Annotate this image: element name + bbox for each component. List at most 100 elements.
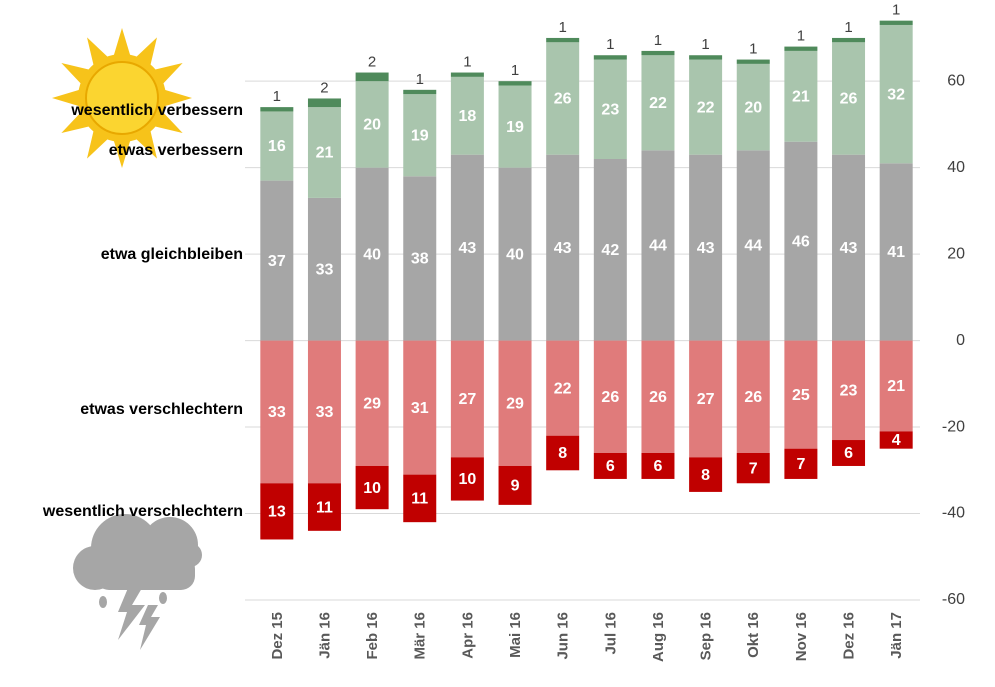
data-label: 22 (649, 95, 667, 112)
data-label: 1 (606, 36, 614, 53)
bar-segment (546, 154, 580, 341)
y-tick-label: 20 (947, 245, 965, 262)
bar-segment (450, 76, 484, 155)
data-label: 21 (792, 89, 810, 106)
bar-segment (307, 197, 341, 341)
x-tick-label: Jul 16 (602, 612, 619, 655)
data-label: 8 (701, 467, 710, 484)
data-label: 10 (458, 471, 476, 488)
bar-segment (307, 483, 341, 531)
bar-segment (784, 46, 818, 51)
bar-segment (307, 107, 341, 198)
data-label: 41 (887, 244, 905, 261)
data-label: 40 (363, 246, 381, 263)
data-label: 1 (654, 32, 662, 49)
legend-label: etwa gleichbleiben (101, 246, 243, 263)
bar-segment (260, 107, 294, 112)
bar-segment (736, 59, 770, 64)
bar-segment (641, 150, 675, 341)
bar-segment (784, 448, 818, 479)
data-label: 23 (601, 101, 619, 118)
y-tick-label: -60 (942, 591, 965, 608)
data-label: 27 (458, 391, 476, 408)
data-label: 1 (511, 62, 519, 79)
data-label: 7 (749, 460, 758, 477)
bar-segment (784, 141, 818, 341)
data-label: 6 (844, 445, 853, 462)
bar-segment (879, 431, 913, 449)
data-label: 1 (844, 19, 852, 36)
bar-segment (403, 89, 437, 95)
data-label: 26 (744, 389, 762, 406)
data-label: 6 (654, 458, 663, 475)
data-label: 43 (458, 240, 476, 257)
data-label: 31 (411, 400, 429, 417)
data-label: 1 (273, 88, 281, 105)
bar-segment (498, 340, 532, 466)
bar-segment (689, 457, 723, 492)
bar-segment (832, 42, 866, 155)
data-label: 27 (697, 391, 715, 408)
bar-segment (832, 154, 866, 341)
data-label: 33 (316, 404, 334, 421)
bar-segment (260, 111, 294, 181)
bar-segment (593, 55, 627, 60)
data-label: 16 (268, 138, 286, 155)
data-label: 1 (892, 2, 900, 19)
bar-segment (307, 98, 341, 108)
data-label: 44 (649, 238, 667, 255)
bar-segment (498, 465, 532, 505)
bar-segment (355, 167, 389, 341)
bar-segment (260, 180, 294, 341)
data-label: 37 (268, 253, 286, 270)
bar-segment (450, 154, 484, 341)
bar-segment (355, 465, 389, 510)
x-tick-label: Mär 16 (412, 612, 429, 660)
bar-segment (593, 340, 627, 453)
data-label: 32 (887, 86, 905, 103)
x-tick-label: Aug 16 (650, 612, 667, 662)
data-label: 33 (268, 404, 286, 421)
x-tick-label: Dez 16 (841, 612, 858, 660)
x-tick-label: Jun 16 (555, 612, 572, 660)
data-label: 29 (506, 395, 524, 412)
bar-segment (593, 59, 627, 159)
bar-segment (879, 20, 913, 25)
sun-icon (52, 28, 192, 168)
bar-segment (736, 340, 770, 453)
data-label: 2 (320, 79, 328, 96)
data-label: 25 (792, 387, 810, 404)
x-tick-label: Sep 16 (698, 612, 715, 660)
bar-segment (736, 150, 770, 341)
data-label: 21 (316, 145, 334, 162)
bar-segment (260, 340, 294, 484)
bar-segment (641, 340, 675, 453)
y-tick-label: 0 (956, 332, 965, 349)
bar-segment (450, 457, 484, 501)
x-tick-label: Jän 17 (888, 612, 905, 659)
data-label: 20 (363, 117, 381, 134)
y-tick-label: 40 (947, 159, 965, 176)
bar-segment (689, 59, 723, 155)
bar-segment (355, 72, 389, 82)
bar-segment (403, 176, 437, 341)
bar-segment (546, 42, 580, 155)
data-label: 8 (558, 445, 567, 462)
bar-segment (689, 340, 723, 458)
x-tick-label: Nov 16 (793, 612, 810, 661)
x-tick-label: Jän 16 (316, 612, 333, 659)
bar-segment (593, 453, 627, 479)
data-label: 20 (744, 99, 762, 116)
data-label: 19 (411, 127, 429, 144)
legend-label: wesentlich verschlechtern (42, 503, 243, 520)
data-label: 26 (649, 389, 667, 406)
bar-segment (641, 453, 675, 479)
y-tick-label: -40 (942, 505, 965, 522)
data-label: 18 (458, 108, 476, 125)
legend-label: etwas verschlechtern (80, 401, 243, 418)
data-label: 23 (840, 383, 858, 400)
data-label: 19 (506, 119, 524, 136)
data-label: 38 (411, 251, 429, 268)
legend-label: etwas verbessern (109, 142, 243, 159)
